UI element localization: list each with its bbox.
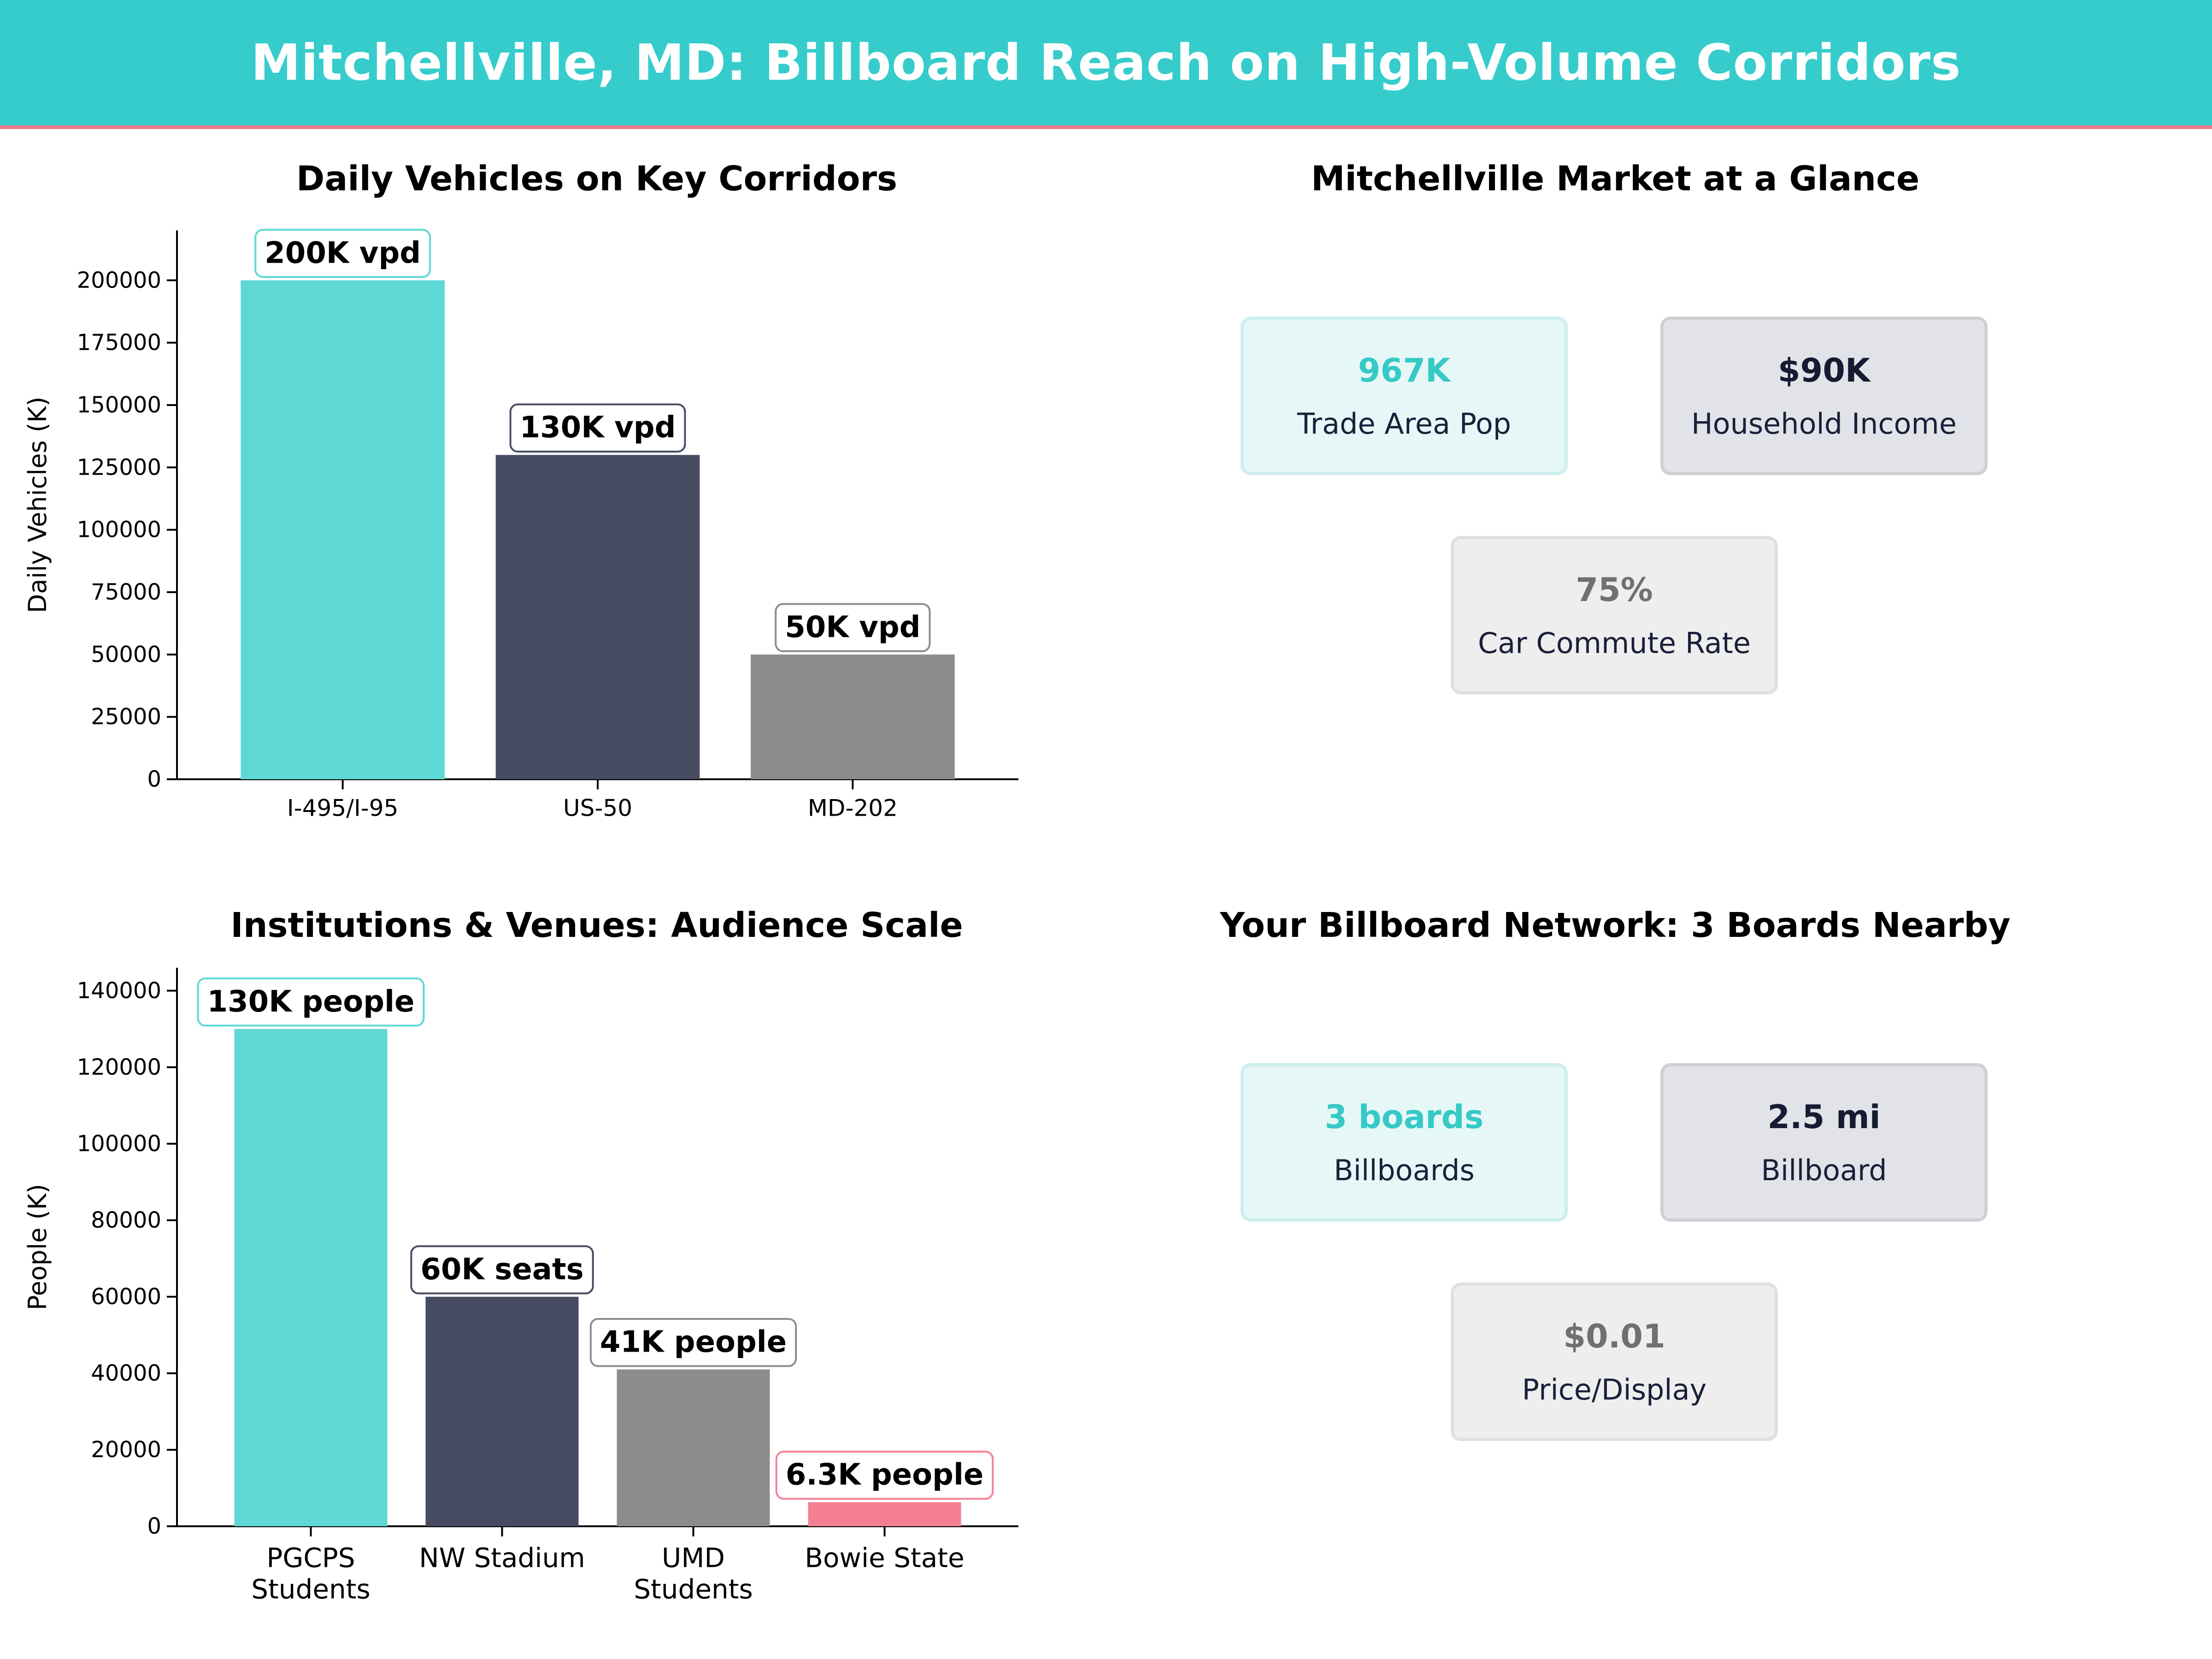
y-tick-label: 60000 [91,1284,161,1310]
kpi-value: 2.5 mi [1767,1098,1881,1136]
x-tick-label: UMD Students [634,1542,753,1605]
data-label: 200K vpd [265,236,421,270]
bar [234,1029,388,1526]
y-tick-label: 200000 [77,267,161,293]
y-tick-label: 75000 [91,579,161,605]
bar [808,1502,961,1526]
data-label-box [410,1245,594,1294]
kpi-card-billboard-distance: 2.5 mi Billboard [1660,1063,1988,1222]
data-label: 130K vpd [520,411,676,445]
x-tick-label: I-495/I-95 [287,795,398,822]
y-tick-label: 50000 [91,641,161,667]
bar [495,455,700,779]
kpi-label: Car Commute Rate [1477,626,1751,660]
y-tick-label: 150000 [77,392,161,418]
kpi-value: 967K [1358,351,1451,389]
y-axis-title: Daily Vehicles (K) [23,397,52,613]
y-tick-label: 25000 [91,704,161,730]
y-tick-label: 80000 [91,1207,161,1233]
kpi-card-car-commute-rate: 75% Car Commute Rate [1451,536,1778,694]
x-tick-label: NW Stadium [419,1542,585,1574]
x-tick-label: Bowie State [805,1542,964,1574]
data-label-box [254,229,431,278]
bar [241,280,445,779]
kpi-card-billboards: 3 boards Billboards [1241,1063,1568,1222]
kpi-value: $90K [1777,351,1871,389]
kpi-value: $0.01 [1563,1317,1665,1355]
bar [751,654,955,779]
x-tick-label: MD-202 [808,795,898,822]
kpi-card-price-per-display: $0.01 Price/Display [1451,1282,1778,1441]
data-label: 41K people [600,1325,787,1359]
y-tick-label: 0 [147,766,161,792]
y-tick-label: 100000 [77,1131,161,1157]
y-tick-label: 120000 [77,1054,161,1080]
audience-chart-title: Institutions & Venues: Audience Scale [230,906,963,945]
x-tick-label: US-50 [563,795,632,822]
corridor-chart-title: Daily Vehicles on Key Corridors [296,159,898,199]
audience-scale-chart: 0 20000 40000 60000 80000 100000 120000 140000 P… [23,968,1018,1605]
kpi-value: 75% [1576,571,1653,609]
data-label: 6.3K people [786,1458,984,1492]
y-tick-label: 40000 [91,1360,161,1386]
x-tick-label: PGCPS Students [251,1542,371,1605]
network-panel-title: Your Billboard Network: 3 Boards Nearby [1220,906,2011,945]
bar [425,1296,579,1526]
corridor-traffic-chart: 0 25000 50000 75000 100000 125000 150000 175000… [23,229,1018,822]
y-tick-label: 100000 [77,517,161,543]
header-banner: Mitchellville, MD: Billboard Reach on Hi… [0,0,2212,129]
kpi-label: Billboard [1761,1153,1887,1187]
kpi-value: 3 boards [1324,1098,1484,1136]
data-label-box [589,1318,797,1367]
kpi-card-household-income: $90K Household Income [1660,317,1988,475]
data-label: 50K vpd [785,610,920,644]
kpi-label: Billboards [1334,1153,1475,1187]
data-label-box [509,403,686,453]
y-tick-label: 140000 [77,978,161,1004]
data-label-box [775,1451,994,1500]
y-axis-title: People (K) [23,1184,52,1310]
y-tick-label: 175000 [77,330,161,356]
y-tick-label: 0 [147,1513,161,1539]
data-label-box [197,977,425,1027]
kpi-label: Price/Display [1522,1372,1707,1406]
data-label: 60K seats [420,1253,583,1287]
page-title: Mitchellville, MD: Billboard Reach on Hi… [251,34,1961,92]
data-label-box [775,603,931,653]
market-panel-title: Mitchellville Market at a Glance [1311,159,1920,199]
data-label: 130K people [207,985,415,1019]
y-tick-label: 20000 [91,1437,161,1463]
kpi-card-trade-area-pop: 967K Trade Area Pop [1241,317,1568,475]
bar [617,1369,770,1526]
y-tick-label: 125000 [77,454,161,480]
kpi-label: Trade Area Pop [1297,406,1512,441]
kpi-label: Household Income [1691,406,1957,441]
